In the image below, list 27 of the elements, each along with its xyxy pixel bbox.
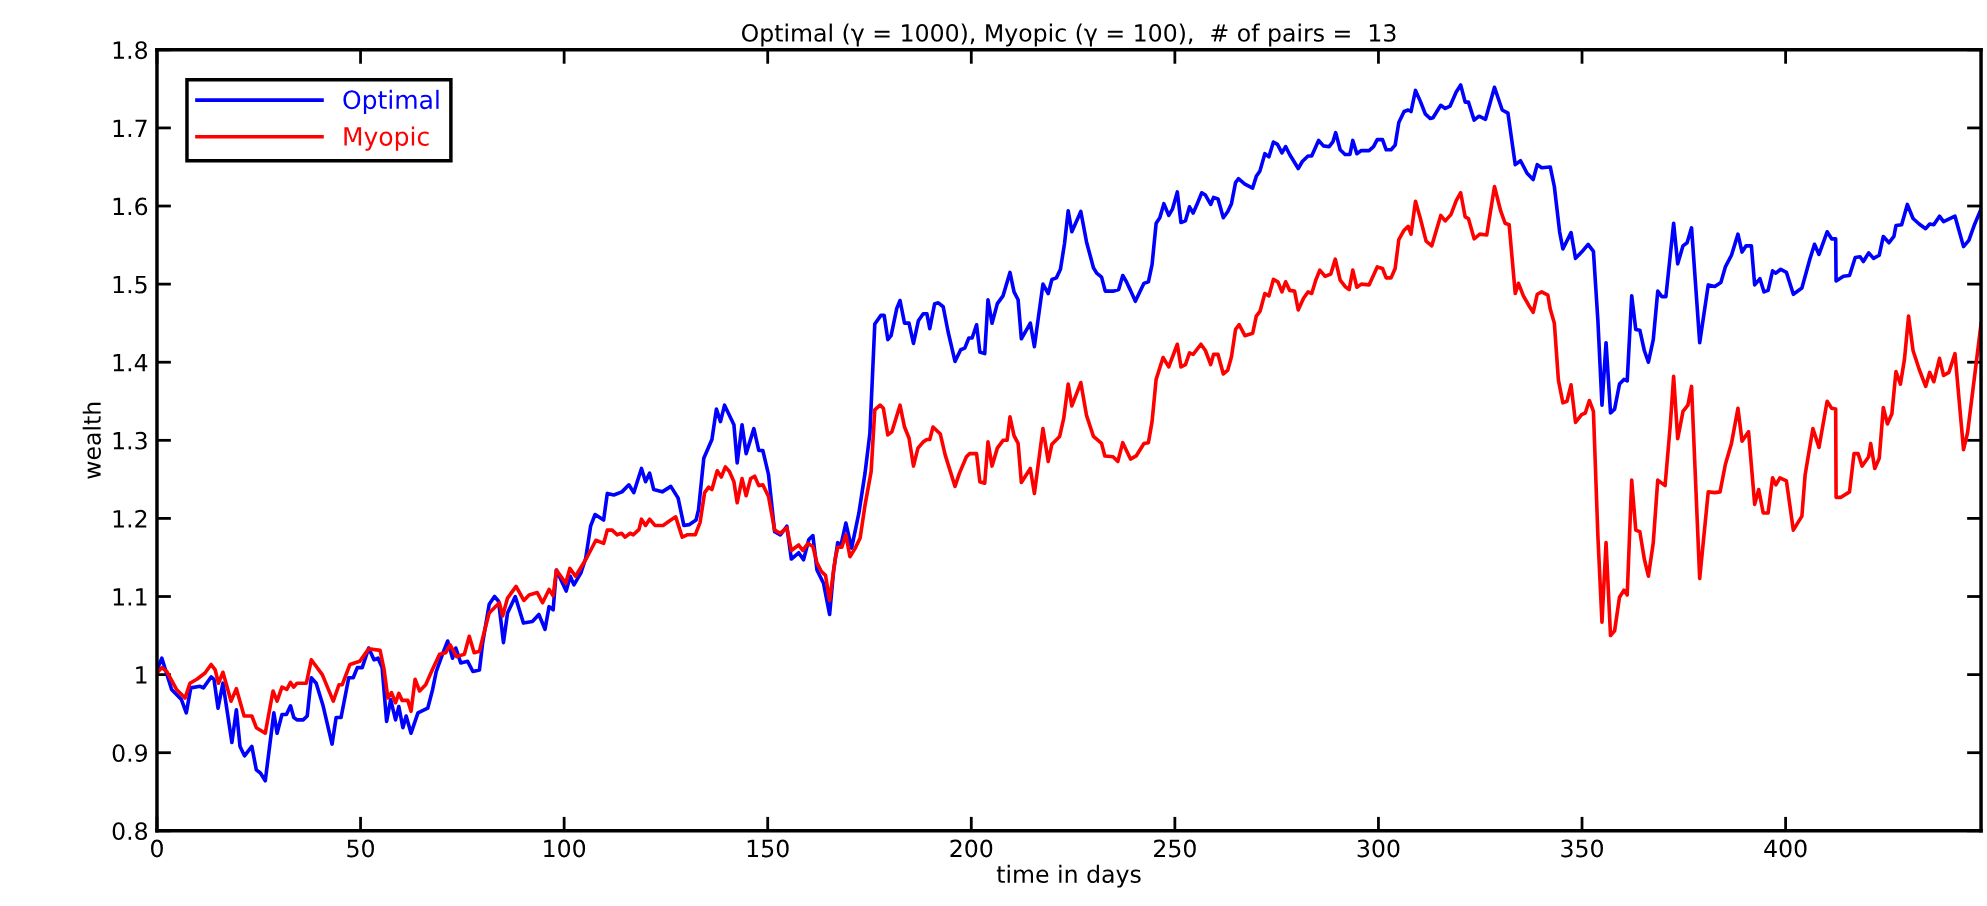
x-tick-label: 0	[151, 839, 163, 858]
line-series	[156, 184, 1982, 735]
text: Optimal	[343, 89, 439, 115]
y-tick-label: 1.5	[113, 275, 147, 294]
y-tick-label: 1.2	[113, 509, 147, 528]
x-tick-label: 300	[1357, 839, 1400, 858]
x-tick-label: 250	[1154, 839, 1196, 858]
y-tick-label: 0.9	[112, 744, 147, 763]
y-tick-label: 0.8	[112, 822, 148, 841]
x-tick-label: 200	[950, 839, 993, 858]
x-axis-title: time in days	[996, 864, 1141, 888]
y-tick-label: 1.1	[113, 588, 147, 606]
x-tick-label: 350	[1561, 839, 1603, 858]
chart-title: Optimal (γ = 1000), Myopic (γ = 100), # of pairs = 13	[741, 23, 1396, 47]
x-tick-label: 150	[747, 839, 789, 858]
y-tick-label: 1.4	[113, 353, 148, 372]
y-tick-label: 1.8	[113, 41, 148, 60]
y-tick-label: 1.6	[113, 197, 148, 216]
x-tick-label: 100	[544, 839, 586, 858]
text: Myopic	[344, 126, 429, 151]
x-tick-label: 50	[347, 839, 375, 858]
y-tick-label: 1.7	[113, 119, 147, 137]
y-tick-label: 1.3	[113, 431, 147, 450]
y-axis-title: wealth	[82, 402, 101, 479]
line-series	[156, 83, 1982, 783]
y-tick-label: 1	[136, 666, 147, 684]
x-tick-label: 400	[1764, 839, 1807, 858]
